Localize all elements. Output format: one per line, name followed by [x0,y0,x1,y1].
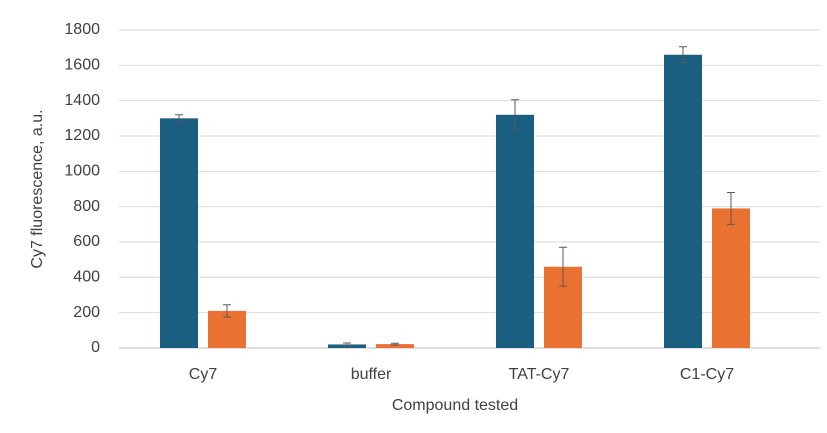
error-bar [679,46,687,64]
error-bar [223,304,231,318]
error-bar [343,342,351,347]
y-tick-label: 600 [73,233,100,250]
y-tick-label: 400 [73,269,100,286]
y-tick-label: 1000 [64,163,100,180]
y-tick-label: 200 [73,304,100,321]
error-bar [175,114,183,123]
y-tick-label: 800 [73,198,100,215]
x-tick-label: buffer [351,366,392,383]
y-axis-label: Cy7 fluorescence, a.u. [29,109,46,268]
y-tick-label: 1400 [64,92,100,109]
error-bar [511,99,519,131]
x-tick-label: Cy7 [189,366,218,383]
bar [160,118,198,348]
x-tick-label: C1-Cy7 [680,366,734,383]
x-axis-label: Compound tested [392,397,518,414]
error-bar [559,246,567,287]
bar [496,114,534,348]
bar [376,344,414,348]
error-bar [391,342,399,346]
y-tick-label: 1600 [64,57,100,74]
y-tick-label: 1800 [64,21,100,38]
bar [712,208,750,348]
error-bar [727,192,735,225]
x-tick-label: TAT-Cy7 [509,366,570,383]
bar [664,54,702,348]
y-tick-label: 0 [91,339,100,356]
y-tick-label: 1200 [64,127,100,144]
